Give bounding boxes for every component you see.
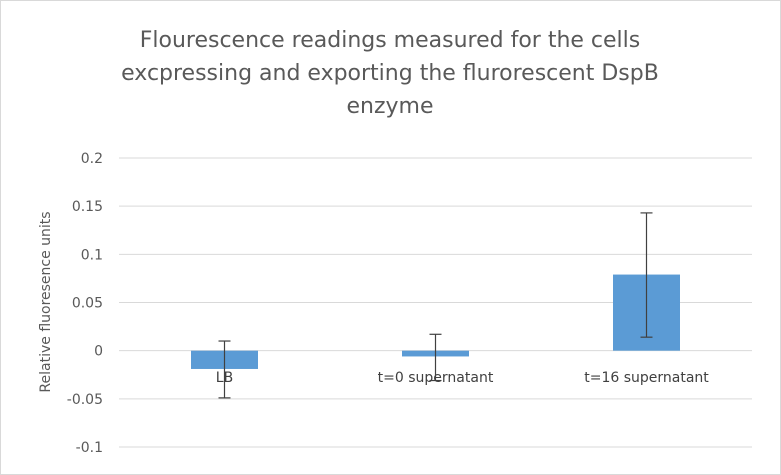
chart-title: Flourescence readings measured for the c… [40,24,740,123]
y-tick-label: 0.1 [81,247,103,263]
error-bar [429,333,442,382]
y-axis-ticks: 0.2 0.15 0.1 0.05 0 -0.05 -0.1 [67,151,103,456]
y-tick-label: 0.15 [72,199,103,215]
error-bars [218,212,653,399]
category-label: t=16 supernatant [584,370,709,386]
category-label: LB [216,370,233,386]
y-tick-label: 0.05 [72,296,103,312]
error-bar [218,340,231,399]
y-tick-label: 0 [94,344,103,360]
y-axis-label: Relative fluoresence units [38,211,54,392]
y-tick-label: -0.05 [67,392,103,408]
chart-title-line-3: enzyme [346,94,434,119]
y-tick-label: -0.1 [76,440,103,456]
category-label: t=0 supernatant [378,370,494,386]
error-bar [640,212,653,338]
chart-title-line-1: Flourescence readings measured for the c… [139,28,641,53]
category-labels: LB t=0 supernatant t=16 supernatant [216,370,709,386]
chart-title-line-2: excpressing and exporting the fluroresce… [121,61,659,86]
y-tick-label: 0.2 [81,151,103,167]
